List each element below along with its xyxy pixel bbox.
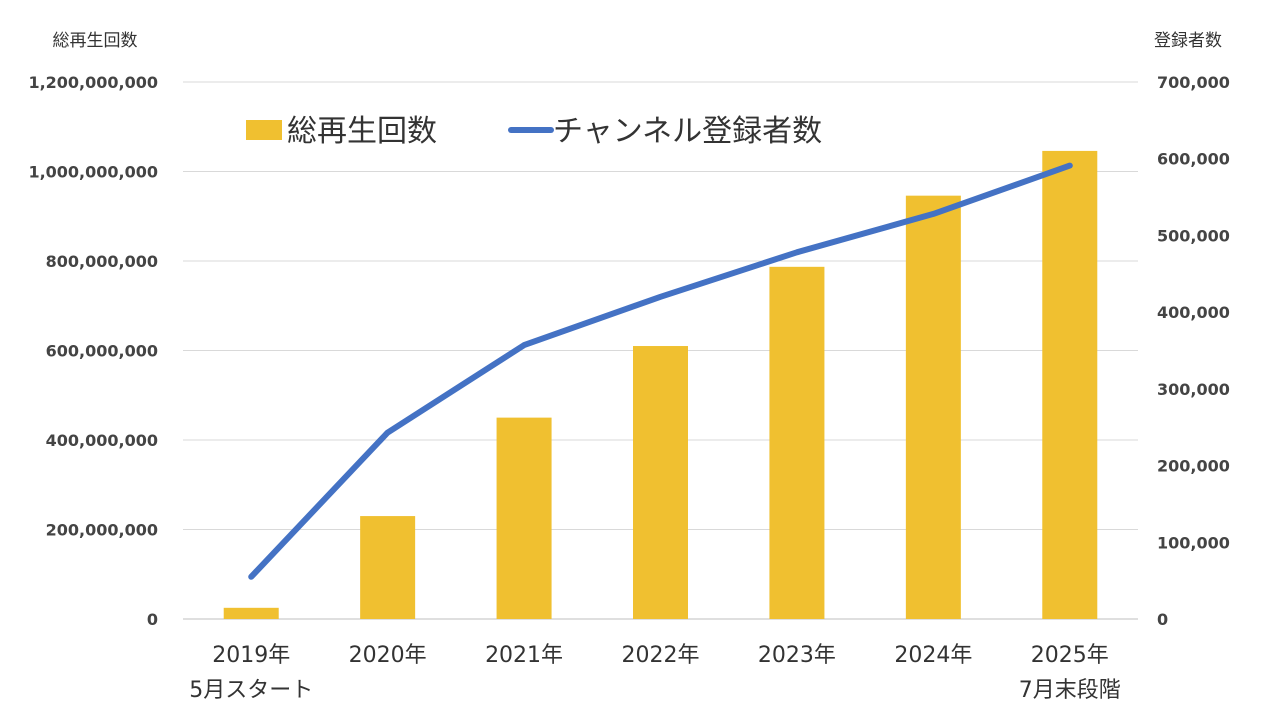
line-series <box>248 162 1073 580</box>
category-label: 2022年 <box>622 643 700 668</box>
right-tick-label: 300,000 <box>1157 380 1230 399</box>
left-axis-title: 総再生回数 <box>53 31 138 51</box>
bar <box>223 607 279 619</box>
left-tick-label: 200,000,000 <box>46 521 158 540</box>
right-tick-label: 600,000 <box>1157 150 1230 169</box>
bar <box>633 346 688 619</box>
right-axis-title: 登録者数 <box>1154 31 1222 51</box>
bar <box>769 266 825 619</box>
legend-swatch-bar <box>246 120 282 140</box>
right-tick-label: 500,000 <box>1157 226 1230 245</box>
right-tick-label: 400,000 <box>1157 303 1230 322</box>
bar <box>1042 150 1098 620</box>
bar <box>496 417 552 619</box>
bar <box>360 516 416 619</box>
category-label: 7月末段階 <box>1019 678 1121 703</box>
category-axis-labels: 2019年 5月スタート 2020年 2021年 2022年 2023年 2024年 2025… <box>189 643 1121 703</box>
right-tick-label: 700,000 <box>1157 73 1230 92</box>
bar-series <box>223 150 1098 620</box>
left-tick-label: 0 <box>147 610 158 629</box>
category-label: 2025年 <box>1031 643 1109 668</box>
left-tick-label: 800,000,000 <box>46 252 158 271</box>
right-tick-label: 100,000 <box>1157 533 1230 552</box>
category-label: 2020年 <box>349 643 427 668</box>
category-label: 2023年 <box>758 643 836 668</box>
left-tick-label: 600,000,000 <box>46 342 158 361</box>
left-tick-label: 400,000,000 <box>46 431 158 450</box>
right-axis-ticks: 0 100,000 200,000 300,000 400,000 500,000 600,… <box>1157 73 1230 629</box>
legend-label-bar: 総再生回数 <box>287 114 437 149</box>
legend-label-line: チャンネル登録者数 <box>553 114 822 149</box>
category-label: 5月スタート <box>189 678 313 703</box>
category-label: 2019年 <box>212 643 290 668</box>
left-axis-ticks: 0 200,000,000 400,000,000 600,000,000 800,00… <box>28 73 158 629</box>
legend: 総再生回数 チャンネル登録者数 <box>246 114 822 149</box>
right-tick-label: 200,000 <box>1157 457 1230 476</box>
category-label: 2021年 <box>485 643 563 668</box>
left-tick-label: 1,000,000,000 <box>28 163 158 182</box>
bar <box>905 195 961 620</box>
category-label: 2024年 <box>894 643 972 668</box>
left-tick-label: 1,200,000,000 <box>28 73 158 92</box>
right-tick-label: 0 <box>1157 610 1168 629</box>
